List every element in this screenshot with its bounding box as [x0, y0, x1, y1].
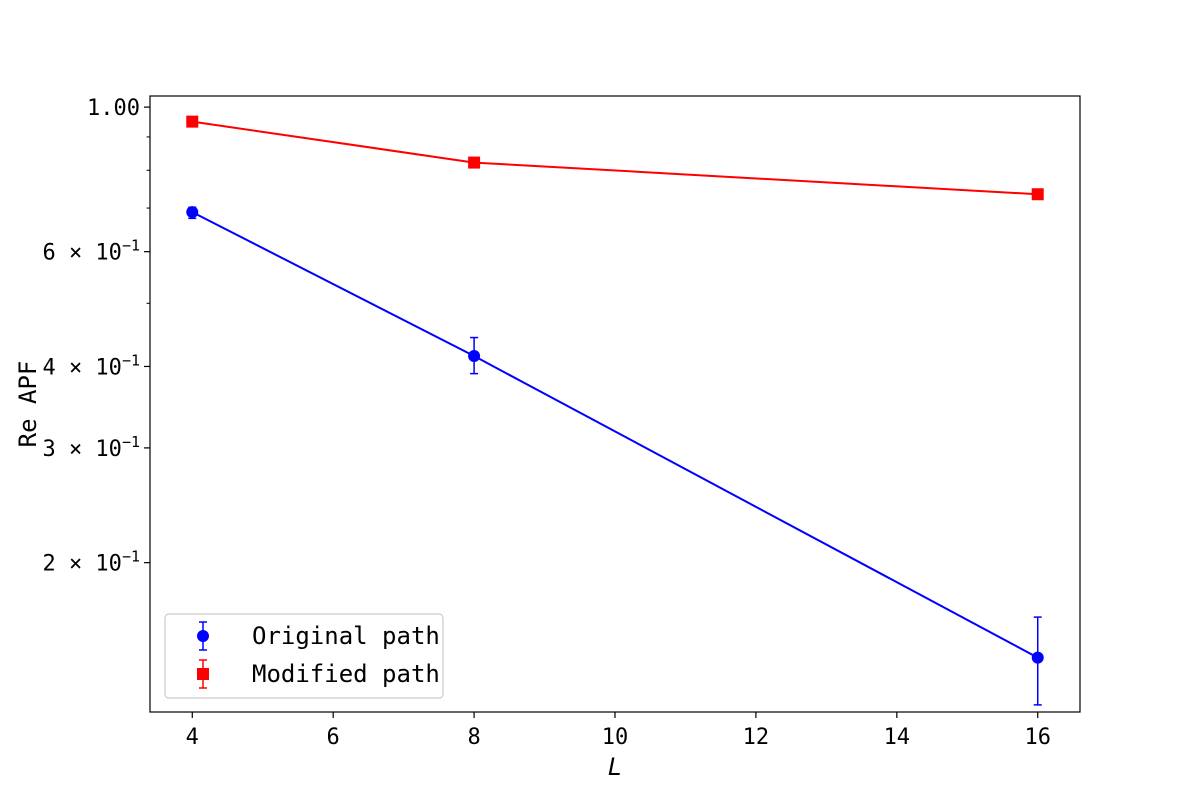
- data-point: [1031, 651, 1044, 664]
- y-tick-label: 4 × 10−1: [42, 351, 140, 380]
- x-tick-label: 14: [884, 725, 911, 750]
- y-tick-label: 3 × 10−1: [42, 433, 140, 462]
- y-axis: 1.00 6 × 10−1 4 × 10−1 3 × 10−1 2 × 10−1: [42, 96, 150, 577]
- x-tick-label: 10: [602, 725, 629, 750]
- legend-marker: [197, 668, 209, 680]
- data-point: [468, 350, 481, 363]
- x-axis-label: L: [608, 753, 622, 781]
- legend: Original path Modified path: [164, 613, 444, 699]
- x-tick-label: 12: [743, 725, 770, 750]
- legend-label: Original path: [252, 622, 440, 650]
- y-tick-label: 2 × 10−1: [42, 548, 140, 577]
- x-tick-label: 16: [1024, 725, 1051, 750]
- data-point: [468, 156, 481, 169]
- legend-label: Modified path: [252, 660, 440, 688]
- y-axis-label: Re APF: [14, 361, 42, 448]
- x-tick-label: 6: [327, 725, 340, 750]
- plot-area: [186, 115, 1044, 706]
- x-axis: 4 6 8 10 12 14 16: [186, 712, 1051, 750]
- x-tick-label: 8: [467, 725, 480, 750]
- legend-marker: [197, 630, 209, 642]
- series-2: [186, 115, 1044, 201]
- y-tick-label: 6 × 10−1: [42, 237, 140, 266]
- series-line: [191, 211, 1039, 659]
- y-tick-label: 1.00: [87, 96, 140, 121]
- series-line: [192, 120, 1038, 196]
- x-tick-label: 4: [186, 725, 199, 750]
- data-point: [186, 206, 199, 219]
- data-point: [186, 115, 199, 128]
- legend-box: [164, 613, 444, 699]
- data-point: [1031, 188, 1044, 201]
- series-1: [186, 206, 1044, 706]
